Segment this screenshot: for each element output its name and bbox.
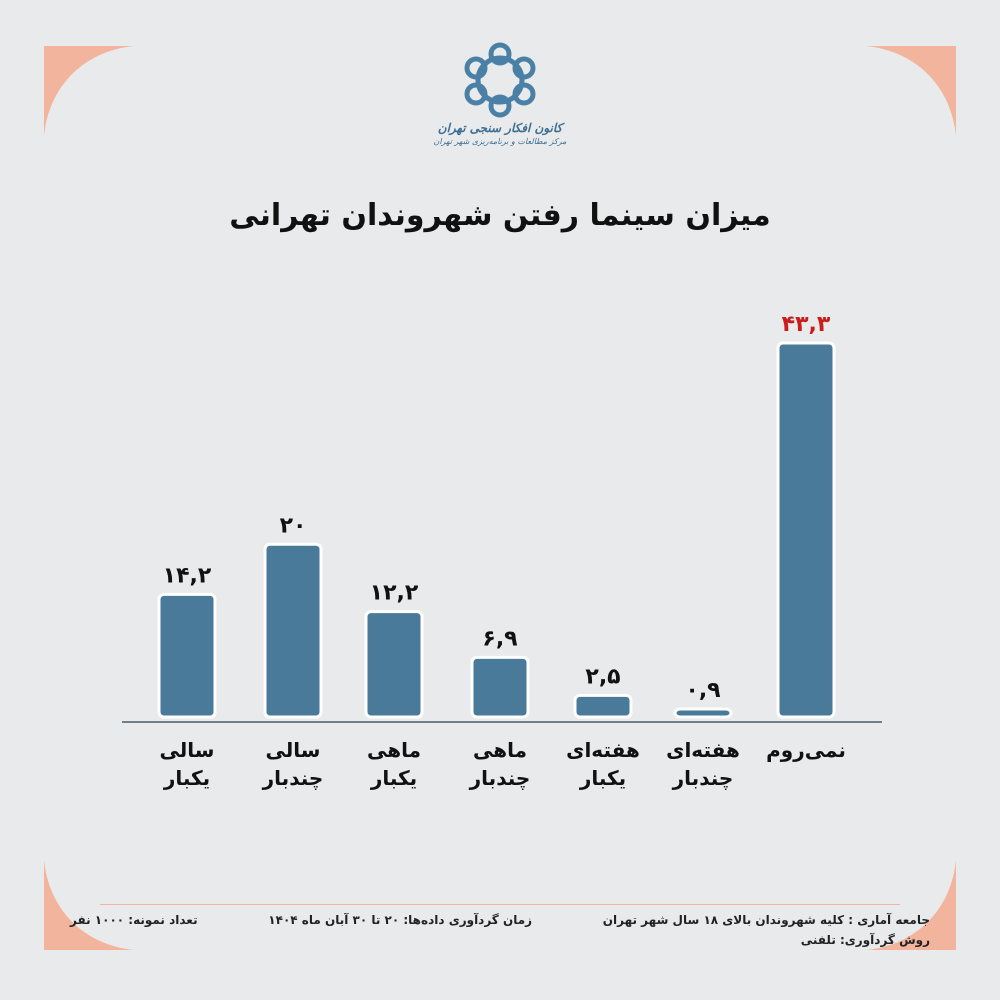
- category-label: نمی‌روم: [766, 738, 846, 762]
- corner-decoration-top-right: [866, 46, 956, 136]
- footer-sample: تعداد نمونه: ۱۰۰۰ نفر: [70, 913, 198, 927]
- data-label: ۶,۹: [482, 626, 517, 651]
- data-label: ۱۴,۲: [163, 563, 212, 588]
- data-label: ۲۰: [280, 513, 307, 538]
- corner-decoration-top-left: [44, 46, 134, 136]
- bar: [573, 693, 633, 719]
- category-label: یکبار: [163, 766, 210, 790]
- bar: [364, 610, 424, 719]
- footer-divider: [100, 904, 900, 905]
- category-label: سالی: [160, 738, 215, 762]
- bar: [673, 707, 733, 719]
- category-label: هفته‌ای: [566, 738, 640, 762]
- category-label: یکبار: [370, 766, 417, 790]
- data-label: ۴۳,۳: [782, 312, 831, 337]
- corner-decoration-bottom-left: [44, 860, 134, 950]
- bar: [157, 592, 217, 719]
- category-label: چندبار: [469, 766, 531, 791]
- footer-population: جامعه آماری : کلیه شهروندان بالای ۱۸ سال…: [602, 913, 930, 927]
- category-label: ماهی: [473, 738, 527, 762]
- logo-text: کانون افکار سنجی تهران مرکز مطالعات و برن…: [433, 121, 567, 146]
- bar: [263, 542, 323, 719]
- chart-title: میزان سینما رفتن شهروندان تهرانی: [229, 198, 771, 233]
- category-label: سالی: [266, 738, 321, 762]
- data-label: ۲,۵: [585, 664, 620, 689]
- footer: جامعه آماری : کلیه شهروندان بالای ۱۸ سال…: [70, 912, 930, 948]
- category-label: یکبار: [579, 766, 626, 790]
- category-label: ماهی: [367, 738, 421, 762]
- category-label: هفته‌ای: [666, 738, 740, 762]
- data-label: ۰,۹: [685, 678, 720, 703]
- bar: [776, 341, 836, 719]
- footer-time: زمان گردآوری داده‌ها: ۲۰ تا ۳۰ آبان ماه …: [268, 913, 533, 927]
- corner-decoration-bottom-right: [866, 860, 956, 950]
- data-label: ۱۲,۲: [370, 581, 419, 606]
- category-label: چندبار: [672, 766, 734, 791]
- footer-method: روش گردآوری: تلفنی: [800, 933, 930, 947]
- bar: [470, 655, 530, 719]
- logo-icon: [464, 42, 536, 118]
- category-label: چندبار: [262, 766, 324, 791]
